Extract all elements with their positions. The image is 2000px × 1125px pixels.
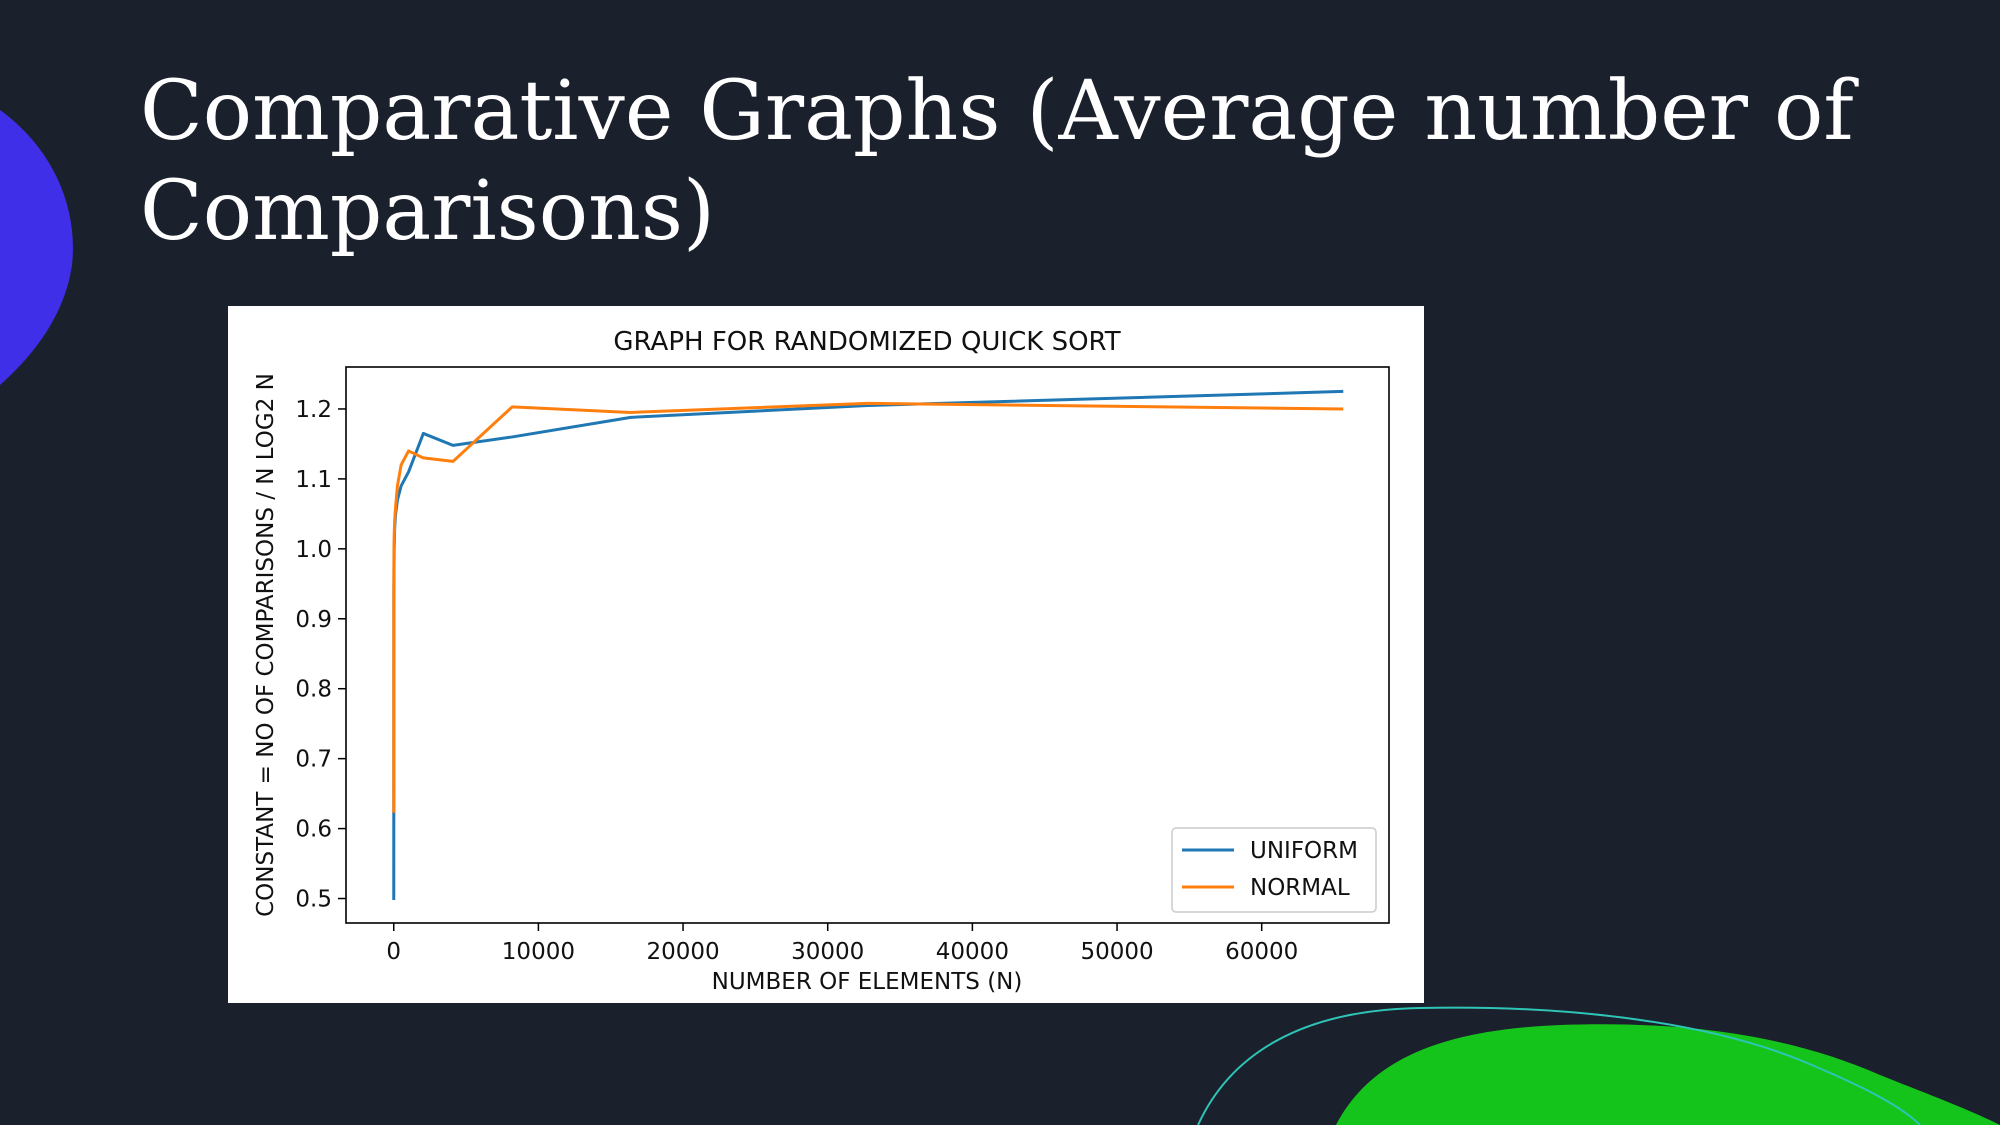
series-line-uniform <box>392 389 1344 901</box>
y-axis-label: CONSTANT = NO OF COMPARISONS / N LOG2 N <box>253 373 279 917</box>
x-tick-label: 40000 <box>936 939 1009 965</box>
y-tick-label: 0.7 <box>295 747 332 773</box>
plot-frame <box>345 366 1390 924</box>
x-axis-label: NUMBER OF ELEMENTS (N) <box>712 969 1023 995</box>
chart-panel: GRAPH FOR RANDOMIZED QUICK SORT 0 10000 20… <box>228 306 1424 1003</box>
green-blob-shape <box>1336 1024 2000 1125</box>
x-tick-label: 20000 <box>646 939 719 965</box>
series-line-normal <box>392 401 1344 813</box>
legend-label-uniform: UNIFORM <box>1250 838 1358 864</box>
chart-legend: UNIFORM NORMAL <box>1171 827 1377 913</box>
legend-label-normal: NORMAL <box>1250 875 1350 901</box>
x-tick-label: 60000 <box>1225 939 1298 965</box>
y-tick-label: 0.8 <box>295 677 332 703</box>
y-tick-label: 1.1 <box>295 467 332 493</box>
blue-blob-shape <box>0 110 73 385</box>
x-tick-label: 10000 <box>502 939 575 965</box>
y-tick-label: 0.6 <box>295 817 332 843</box>
page-title: Comparative Graphs (Average number of Co… <box>140 64 1854 259</box>
y-axis: 0.5 0.6 0.7 0.8 0.9 1.0 1.1 1.2 <box>295 397 346 913</box>
x-axis: 0 10000 20000 30000 40000 50000 60000 <box>386 923 1298 965</box>
y-tick-label: 0.5 <box>295 887 332 913</box>
x-tick-label: 50000 <box>1080 939 1153 965</box>
y-tick-label: 1.0 <box>295 537 332 563</box>
chart-title: GRAPH FOR RANDOMIZED QUICK SORT <box>613 327 1120 357</box>
y-tick-label: 0.9 <box>295 607 332 633</box>
y-tick-label: 1.2 <box>295 397 332 423</box>
teal-curve-line <box>1197 1006 1921 1125</box>
x-tick-label: 0 <box>386 939 401 965</box>
plot-area <box>392 389 1344 901</box>
chart-svg: GRAPH FOR RANDOMIZED QUICK SORT 0 10000 20… <box>253 327 1390 995</box>
x-tick-label: 30000 <box>791 939 864 965</box>
